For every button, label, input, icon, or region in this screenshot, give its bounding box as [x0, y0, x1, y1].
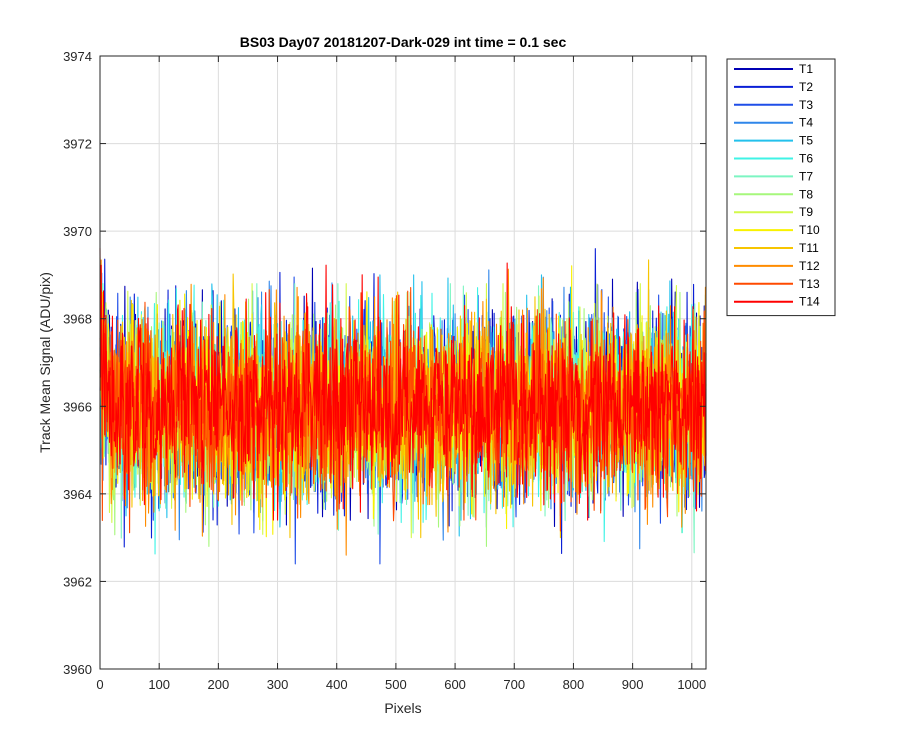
legend-label-t8: T8 — [799, 187, 813, 201]
legend-label-t4: T4 — [799, 116, 813, 130]
legend-label-t12: T12 — [799, 259, 820, 273]
x-tick-label: 800 — [563, 677, 585, 692]
series-line-t14 — [99, 248, 707, 521]
x-tick-label: 300 — [267, 677, 289, 692]
legend-label-t11: T11 — [799, 241, 819, 255]
x-tick-label: 700 — [503, 677, 525, 692]
plot-frame — [99, 55, 707, 670]
y-tick-label: 3972 — [63, 137, 92, 152]
legend-label-t2: T2 — [799, 80, 813, 94]
y-axis-title: Track Mean Signal (ADU/pix) — [37, 272, 53, 453]
y-tick-label: 3964 — [63, 487, 92, 502]
series-lines — [99, 248, 707, 565]
y-tick-label: 3962 — [63, 574, 92, 589]
y-tick-label: 3970 — [63, 224, 92, 239]
x-axis-title: Pixels — [384, 700, 421, 716]
axis-ticks: 0 100 200 300 400 500 600 700 800 900 1000 3960 3962… — [63, 49, 706, 692]
legend-label-t5: T5 — [799, 134, 813, 148]
x-tick-label: 0 — [96, 677, 103, 692]
legend: T1 T2 T3 T4 T5 T6 T7 T8 T9 T10 T11 T12 T13 T14 — [726, 58, 836, 317]
x-tick-label: 500 — [385, 677, 407, 692]
chart-title: BS03 Day07 20181207-Dark-029 int time = … — [240, 34, 567, 50]
legend-label-t9: T9 — [799, 205, 813, 219]
x-tick-label: 900 — [622, 677, 644, 692]
legend-label-t13: T13 — [799, 277, 820, 291]
x-tick-label: 600 — [444, 677, 466, 692]
legend-label-t7: T7 — [799, 169, 813, 183]
x-tick-label: 200 — [208, 677, 230, 692]
legend-label-t14: T14 — [799, 295, 820, 309]
legend-label-t6: T6 — [799, 152, 813, 166]
legend-box — [726, 58, 836, 317]
x-tick-label: 100 — [148, 677, 170, 692]
y-tick-label: 3966 — [63, 399, 92, 414]
legend-label-t10: T10 — [799, 223, 820, 237]
y-tick-label: 3960 — [63, 662, 92, 677]
legend-label-t3: T3 — [799, 98, 813, 112]
x-tick-label: 1000 — [677, 677, 706, 692]
y-tick-label: 3974 — [63, 49, 92, 64]
legend-label-t1: T1 — [799, 62, 813, 76]
x-tick-label: 400 — [326, 677, 348, 692]
y-tick-label: 3968 — [63, 312, 92, 327]
